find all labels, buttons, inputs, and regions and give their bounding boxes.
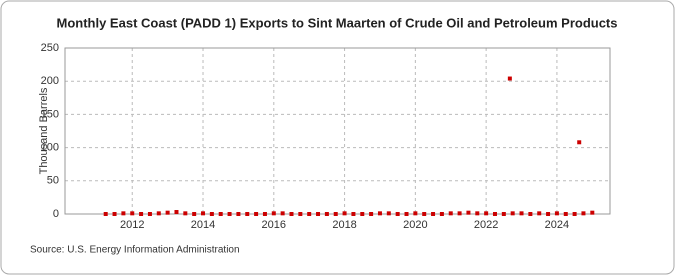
point — [360, 212, 365, 216]
point — [466, 210, 471, 215]
x-tick-label: 2012 — [120, 219, 144, 231]
point — [528, 212, 533, 216]
point — [342, 211, 347, 216]
point — [590, 210, 595, 215]
y-tick-label: 0 — [53, 208, 59, 220]
point — [377, 211, 382, 216]
x-tick-label: 2018 — [332, 219, 356, 231]
point — [333, 212, 338, 216]
point — [298, 212, 303, 216]
point — [201, 211, 206, 216]
point — [236, 212, 241, 216]
point — [577, 140, 582, 145]
point — [103, 212, 108, 216]
x-tick-label: 2020 — [403, 219, 427, 231]
point — [112, 212, 117, 216]
x-tick-label: 2024 — [545, 219, 569, 231]
x-tick-label: 2014 — [191, 219, 215, 231]
point — [218, 212, 223, 216]
y-tick-label: 150 — [41, 108, 59, 120]
chart-title: Monthly East Coast (PADD 1) Exports to S… — [57, 15, 618, 30]
y-tick-label: 100 — [41, 142, 59, 154]
point — [395, 212, 400, 216]
x-tick-label: 2022 — [474, 219, 498, 231]
point — [510, 211, 515, 216]
y-tick-label: 50 — [47, 175, 59, 187]
point — [413, 211, 418, 216]
y-tick-label: 250 — [41, 42, 59, 54]
point — [307, 212, 312, 216]
point — [439, 212, 444, 216]
point — [174, 210, 179, 215]
point — [546, 212, 551, 216]
point — [262, 212, 267, 216]
point — [271, 211, 276, 216]
point — [254, 212, 259, 216]
point — [501, 212, 506, 216]
point — [431, 212, 436, 216]
point — [484, 211, 489, 216]
point — [537, 211, 542, 216]
point — [280, 211, 285, 216]
point — [147, 212, 152, 216]
y-tick-label: 200 — [41, 75, 59, 87]
point — [351, 212, 356, 216]
point — [475, 211, 480, 216]
point — [139, 212, 144, 216]
point — [492, 212, 497, 216]
point — [227, 212, 232, 216]
point — [130, 211, 135, 216]
point — [448, 211, 453, 216]
point — [324, 212, 329, 216]
point — [422, 212, 427, 216]
point — [572, 212, 577, 216]
x-tick-label: 2016 — [262, 219, 286, 231]
point — [554, 211, 559, 216]
point — [581, 211, 586, 216]
point — [183, 211, 188, 216]
point — [209, 212, 214, 216]
source: Source: U.S. Energy Information Administ… — [30, 245, 240, 256]
point — [404, 212, 409, 216]
point — [369, 212, 374, 216]
point — [386, 211, 391, 216]
point — [192, 212, 197, 216]
point — [457, 211, 462, 216]
point — [289, 212, 294, 216]
point — [507, 76, 512, 81]
y-axis-label: Thousand Barrels — [38, 87, 50, 174]
point — [165, 210, 170, 215]
point — [245, 212, 250, 216]
point — [316, 212, 321, 216]
point — [519, 211, 524, 216]
point — [563, 212, 568, 216]
point — [121, 211, 126, 216]
point — [156, 211, 161, 216]
